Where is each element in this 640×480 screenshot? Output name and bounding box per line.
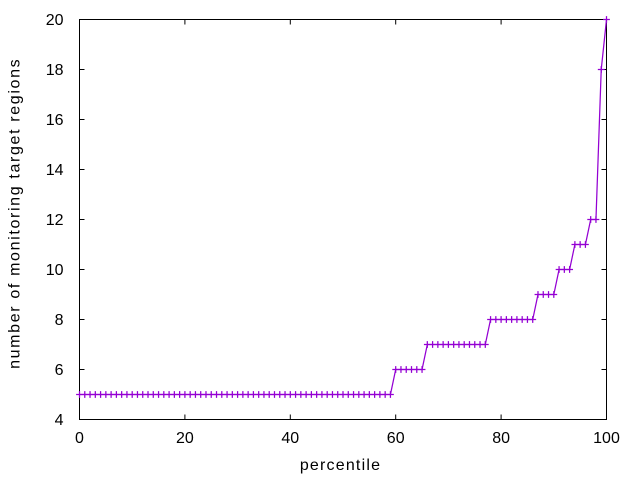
svg-text:60: 60 — [387, 430, 405, 447]
svg-text:6: 6 — [55, 362, 64, 379]
svg-text:100: 100 — [593, 430, 620, 447]
svg-text:number of monitoring target re: number of monitoring target regions — [7, 58, 24, 369]
svg-text:20: 20 — [46, 12, 64, 29]
svg-text:8: 8 — [55, 312, 64, 329]
svg-text:18: 18 — [46, 62, 64, 79]
svg-text:40: 40 — [281, 430, 299, 447]
svg-text:14: 14 — [46, 162, 64, 179]
svg-text:12: 12 — [46, 212, 64, 229]
svg-text:0: 0 — [75, 430, 84, 447]
svg-text:16: 16 — [46, 112, 64, 129]
svg-text:80: 80 — [492, 430, 510, 447]
svg-text:10: 10 — [46, 262, 64, 279]
svg-text:4: 4 — [55, 412, 64, 429]
svg-text:percentile: percentile — [300, 457, 381, 474]
svg-text:20: 20 — [176, 430, 194, 447]
